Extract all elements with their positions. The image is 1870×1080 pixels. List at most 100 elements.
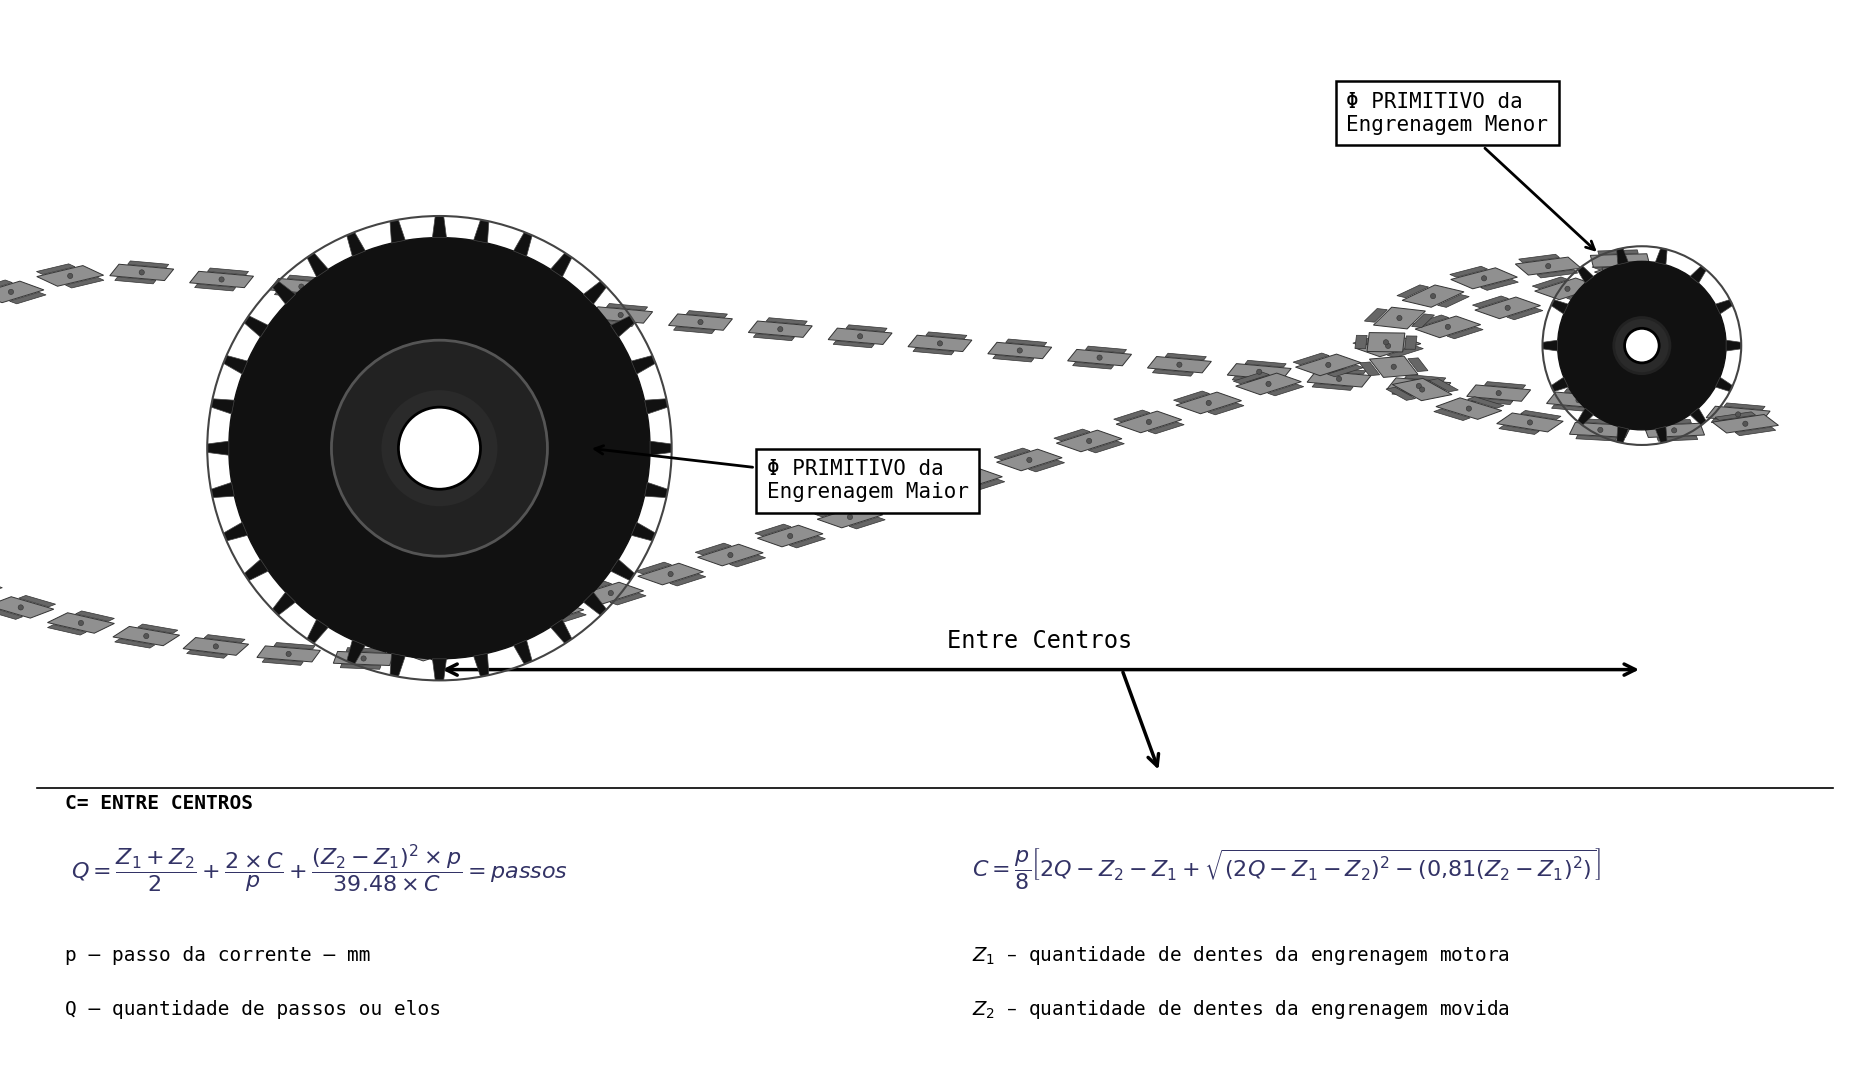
Polygon shape (514, 232, 533, 256)
Polygon shape (1713, 415, 1778, 433)
Polygon shape (1373, 307, 1425, 329)
Ellipse shape (1565, 286, 1571, 292)
Polygon shape (1569, 422, 1631, 437)
Polygon shape (1165, 353, 1206, 360)
Polygon shape (1724, 403, 1765, 409)
Polygon shape (1590, 254, 1649, 267)
Polygon shape (1326, 367, 1365, 375)
Polygon shape (1567, 289, 1603, 300)
Polygon shape (1481, 280, 1518, 291)
Polygon shape (686, 311, 727, 318)
Polygon shape (1436, 397, 1502, 419)
Polygon shape (1085, 346, 1126, 353)
Polygon shape (398, 639, 464, 661)
Polygon shape (1616, 248, 1629, 265)
Polygon shape (0, 608, 22, 619)
Polygon shape (1475, 297, 1541, 319)
Polygon shape (456, 619, 492, 631)
Polygon shape (995, 448, 1030, 460)
Ellipse shape (907, 496, 913, 501)
Polygon shape (1472, 296, 1509, 308)
Polygon shape (875, 486, 911, 498)
Polygon shape (1148, 422, 1184, 434)
Polygon shape (1616, 427, 1629, 443)
Polygon shape (1365, 309, 1388, 322)
Polygon shape (473, 653, 488, 677)
Polygon shape (1550, 377, 1569, 392)
Polygon shape (828, 328, 892, 345)
Polygon shape (834, 341, 875, 348)
Polygon shape (1565, 389, 1606, 395)
Ellipse shape (219, 276, 224, 282)
Ellipse shape (619, 312, 623, 318)
Polygon shape (1532, 276, 1569, 288)
Polygon shape (1352, 334, 1389, 346)
Ellipse shape (548, 609, 554, 615)
Polygon shape (651, 442, 671, 456)
Polygon shape (1449, 267, 1489, 278)
Polygon shape (909, 498, 944, 510)
Polygon shape (909, 335, 972, 352)
Polygon shape (391, 219, 406, 243)
Polygon shape (1232, 377, 1273, 383)
Text: $Z_2$ – quantidade de dentes da engrenagem movida: $Z_2$ – quantidade de dentes da engrenag… (972, 998, 1511, 1022)
Polygon shape (19, 595, 56, 607)
Polygon shape (307, 620, 329, 644)
Polygon shape (1591, 258, 1629, 270)
Polygon shape (434, 306, 475, 312)
Polygon shape (273, 281, 295, 305)
Polygon shape (430, 650, 468, 662)
Ellipse shape (1655, 405, 1661, 410)
Polygon shape (593, 320, 634, 326)
Ellipse shape (286, 651, 292, 657)
Ellipse shape (1397, 315, 1402, 321)
Polygon shape (1711, 419, 1752, 426)
Polygon shape (1705, 406, 1771, 422)
Ellipse shape (668, 571, 673, 577)
Polygon shape (1369, 356, 1417, 377)
Ellipse shape (138, 270, 144, 275)
Polygon shape (245, 559, 267, 581)
Ellipse shape (1614, 318, 1670, 374)
Polygon shape (1485, 381, 1526, 389)
Polygon shape (1578, 408, 1593, 426)
Polygon shape (256, 646, 320, 662)
Polygon shape (367, 282, 408, 289)
Polygon shape (1073, 362, 1115, 369)
Polygon shape (1367, 333, 1404, 352)
Polygon shape (127, 261, 168, 268)
Ellipse shape (213, 644, 219, 649)
Polygon shape (1655, 248, 1668, 265)
Polygon shape (1715, 377, 1733, 392)
Polygon shape (447, 289, 488, 296)
Polygon shape (273, 592, 295, 616)
Polygon shape (1393, 378, 1451, 401)
Polygon shape (194, 284, 236, 291)
Ellipse shape (1017, 348, 1023, 353)
Ellipse shape (378, 292, 383, 296)
Polygon shape (350, 285, 413, 301)
Polygon shape (1690, 266, 1705, 283)
Polygon shape (1055, 429, 1090, 441)
Polygon shape (1595, 259, 1661, 281)
Polygon shape (610, 593, 645, 605)
Polygon shape (748, 321, 812, 337)
Polygon shape (767, 318, 808, 325)
Ellipse shape (1386, 343, 1391, 349)
Ellipse shape (1576, 397, 1582, 403)
Ellipse shape (1146, 419, 1152, 424)
Ellipse shape (398, 407, 481, 489)
Polygon shape (346, 640, 365, 664)
Ellipse shape (331, 340, 548, 556)
Ellipse shape (937, 341, 942, 346)
Polygon shape (269, 279, 333, 295)
Text: p – passo da corrente – mm: p – passo da corrente – mm (65, 946, 370, 966)
Polygon shape (391, 653, 406, 677)
Polygon shape (576, 581, 611, 593)
Polygon shape (1429, 379, 1459, 392)
Polygon shape (396, 638, 432, 650)
Ellipse shape (1743, 421, 1748, 427)
Polygon shape (208, 442, 228, 456)
Polygon shape (583, 281, 606, 305)
Ellipse shape (1735, 411, 1741, 417)
